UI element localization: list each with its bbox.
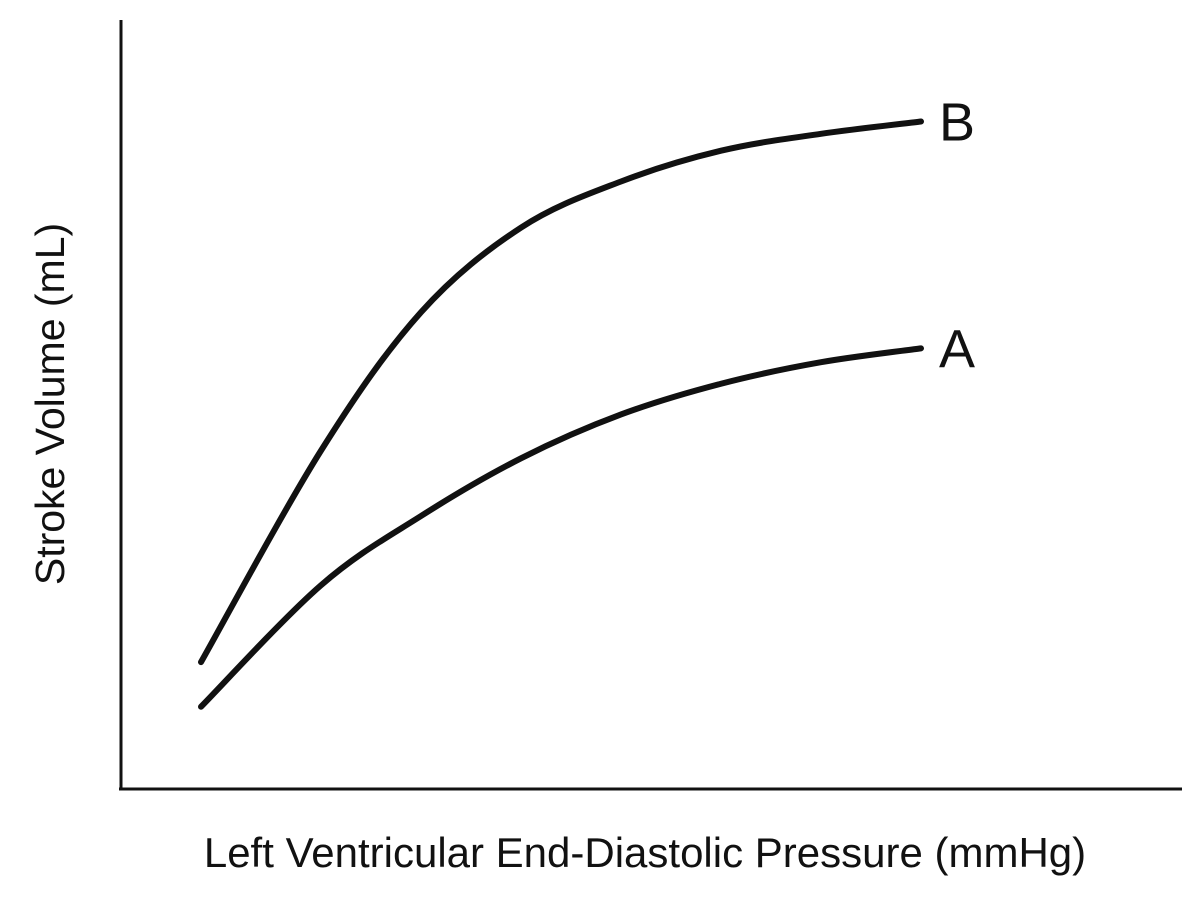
series-line-b — [198, 118, 924, 666]
series-layer — [198, 118, 924, 710]
x-axis-label: Left Ventricular End-Diastolic Pressure … — [204, 829, 1086, 876]
series-label-b: B — [939, 93, 975, 153]
series-line-a — [198, 345, 924, 710]
y-axis-label: Stroke Volume (mL) — [27, 223, 73, 585]
series-label-layer: BA — [939, 93, 975, 380]
series-label-a: A — [939, 319, 975, 379]
